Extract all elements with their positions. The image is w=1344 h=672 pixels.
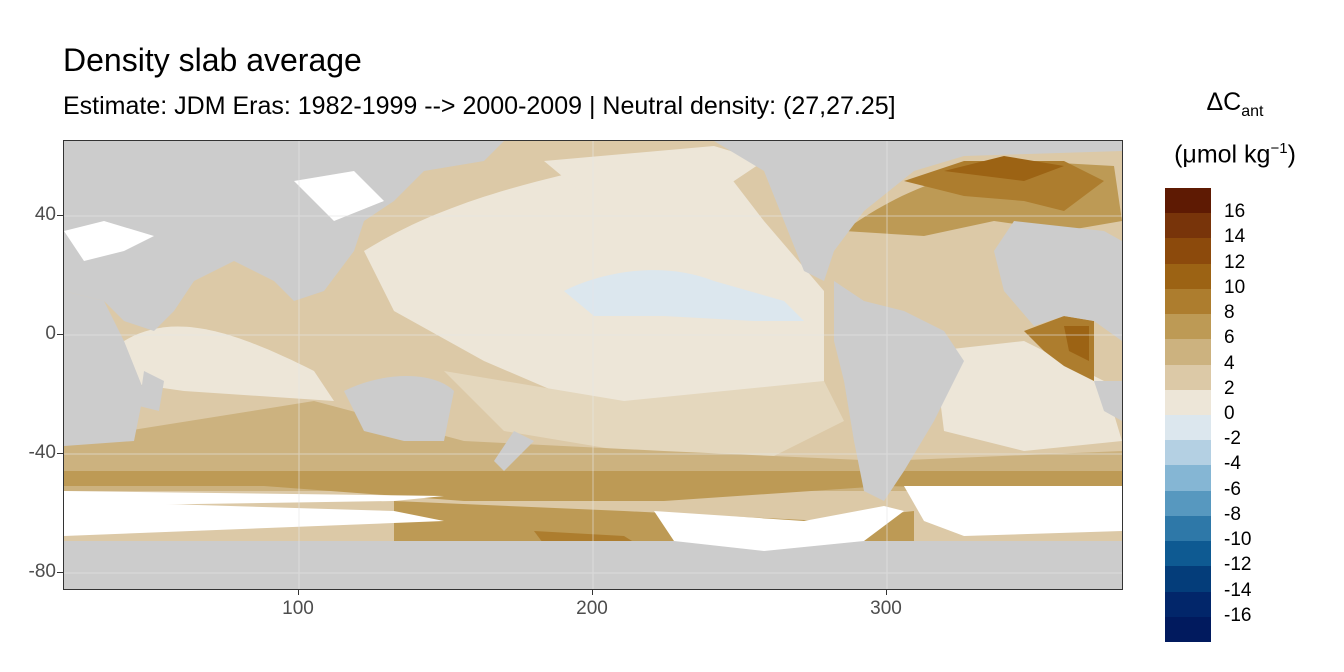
legend-label: -10 (1224, 529, 1252, 551)
gridlines (64, 141, 1122, 589)
plot-subtitle: Estimate: JDM Eras: 1982-1999 --> 2000-2… (63, 92, 896, 120)
legend-swatch (1165, 238, 1211, 265)
x-tick-mark (592, 589, 593, 595)
legend-label: 8 (1224, 302, 1235, 324)
indian-light (114, 326, 334, 401)
legend-units-post: ) (1287, 140, 1296, 169)
legend-swatch (1165, 616, 1211, 643)
legend-label: 10 (1224, 276, 1246, 298)
legend-swatch (1165, 541, 1211, 567)
legend-title-main: ΔC (1206, 88, 1242, 116)
legend-swatch (1165, 314, 1211, 340)
legend-label: 12 (1224, 251, 1246, 273)
legend-swatch (1165, 566, 1211, 593)
legend-label: 0 (1224, 403, 1235, 424)
y-tick-label: -80 (28, 561, 56, 582)
legend-swatch (1165, 389, 1211, 416)
legend-label: -2 (1224, 428, 1241, 450)
legend-swatch (1165, 415, 1211, 441)
legend-label: -16 (1224, 604, 1252, 626)
southern-band (64, 401, 1122, 491)
legend-colorbar (1165, 188, 1211, 643)
y-tick-label: -40 (28, 442, 56, 463)
legend-swatch (1165, 288, 1211, 315)
legend-units-sup: −1 (1270, 140, 1288, 157)
land (64, 141, 1122, 589)
y-tick-label: 0 (45, 323, 56, 344)
legend-label: -6 (1224, 478, 1241, 500)
eq-pacific-negative (564, 270, 804, 321)
legend-units: (μmol kg−1) (1160, 140, 1310, 169)
y-tick-mark (57, 215, 63, 216)
legend-swatch (1165, 515, 1211, 542)
legend-swatch (1165, 213, 1211, 239)
legend-swatch (1165, 263, 1211, 290)
south-pacific-mid (444, 371, 844, 461)
legend-swatch (1165, 591, 1211, 618)
legend-label: 6 (1224, 327, 1235, 349)
legend-label: 2 (1224, 377, 1235, 399)
legend-swatch (1165, 490, 1211, 517)
x-tick-label: 100 (282, 598, 314, 619)
north-atlantic-dark (904, 161, 1104, 211)
x-tick-mark (298, 589, 299, 595)
legend-label: 14 (1224, 226, 1246, 248)
y-tick-mark (57, 572, 63, 573)
legend-swatch (1165, 364, 1211, 391)
map-panel (63, 140, 1123, 590)
north-atlantic-darkest (944, 156, 1064, 181)
legend-label: -8 (1224, 503, 1241, 525)
legend-label: -14 (1224, 579, 1252, 601)
legend-swatch (1165, 440, 1211, 466)
legend-label: 4 (1224, 352, 1235, 374)
y-tick-mark (57, 453, 63, 454)
legend-swatch (1165, 339, 1211, 366)
legend-label: 16 (1224, 201, 1246, 223)
plot-title: Density slab average (63, 42, 362, 78)
legend-label: -4 (1224, 453, 1241, 475)
x-tick-label: 200 (576, 598, 608, 619)
legend-units-pre: (μmol kg (1174, 140, 1271, 169)
x-tick-mark (886, 589, 887, 595)
legend-label: -12 (1224, 554, 1252, 576)
map-svg (64, 141, 1122, 589)
north-pacific-top (544, 146, 764, 211)
legend-title-sub: ant (1241, 103, 1264, 120)
y-tick-mark (57, 334, 63, 335)
legend-title: ΔCant (1160, 88, 1310, 121)
no-data (64, 171, 1122, 551)
legend-swatch (1165, 465, 1211, 492)
x-tick-label: 300 (870, 598, 902, 619)
legend-swatch (1165, 188, 1211, 214)
y-tick-label: 40 (34, 204, 56, 225)
